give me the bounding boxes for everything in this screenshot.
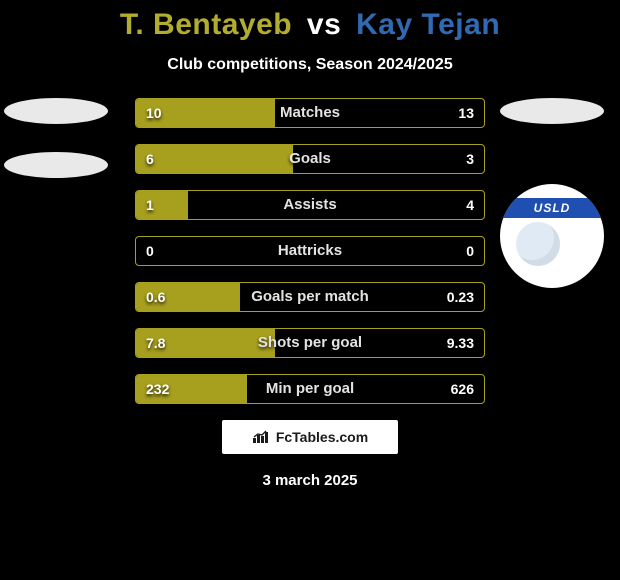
- stat-value-left: 7.8: [136, 329, 175, 357]
- stat-row: 7.89.33Shots per goal: [135, 328, 485, 358]
- placeholder-ellipse: [4, 98, 108, 124]
- stat-value-left: 232: [136, 375, 179, 403]
- date-label: 3 march 2025: [0, 472, 620, 489]
- brand-badge: FcTables.com: [222, 420, 398, 454]
- stat-row: 1 4Assists: [135, 190, 485, 220]
- stat-row: 232626Min per goal: [135, 374, 485, 404]
- player1-name: T. Bentayeb: [120, 8, 292, 41]
- comparison-title: T. Bentayeb vs Kay Tejan: [0, 0, 620, 42]
- stage: USLD 1013Matches63Goals14Assists00Hattri…: [0, 98, 620, 404]
- stat-value-right: 3: [456, 145, 484, 173]
- stat-row: 1013Matches: [135, 98, 485, 128]
- stat-value-right: 13: [448, 99, 484, 127]
- stat-value-right: 0.23: [437, 283, 484, 311]
- brand-chart-icon: [252, 430, 270, 444]
- stat-value-left: 0: [136, 237, 164, 265]
- club-crest: USLD: [500, 184, 604, 288]
- stat-row: 0.60.23Goals per match: [135, 282, 485, 312]
- brand-text: FcTables.com: [276, 429, 368, 445]
- stat-bars: 1013Matches63Goals14Assists00Hattricks0.…: [135, 98, 485, 404]
- player2-badge-slot: USLD: [500, 98, 610, 288]
- stat-value-left: 6: [136, 145, 164, 173]
- stat-value-left: 10: [136, 99, 172, 127]
- crest-text: USLD: [500, 198, 604, 218]
- stat-label: Assists: [136, 191, 484, 219]
- stat-label: Hattricks: [136, 237, 484, 265]
- subtitle: Club competitions, Season 2024/2025: [0, 56, 620, 74]
- stat-value-left: 0.6: [136, 283, 175, 311]
- placeholder-ellipse: [500, 98, 604, 124]
- stat-value-right: 0: [456, 237, 484, 265]
- player1-badge-slot: [4, 98, 114, 178]
- stat-value-right: 9.33: [437, 329, 484, 357]
- crest-ring-icon: [500, 242, 604, 288]
- player2-name: Kay Tejan: [356, 8, 500, 41]
- placeholder-ellipse: [4, 152, 108, 178]
- stat-row: 0 0Hattricks: [135, 236, 485, 266]
- stat-value-right: 4: [456, 191, 484, 219]
- stat-value-right: 626: [441, 375, 484, 403]
- stat-row: 63Goals: [135, 144, 485, 174]
- stat-value-left: 1: [136, 191, 164, 219]
- vs-label: vs: [307, 8, 341, 41]
